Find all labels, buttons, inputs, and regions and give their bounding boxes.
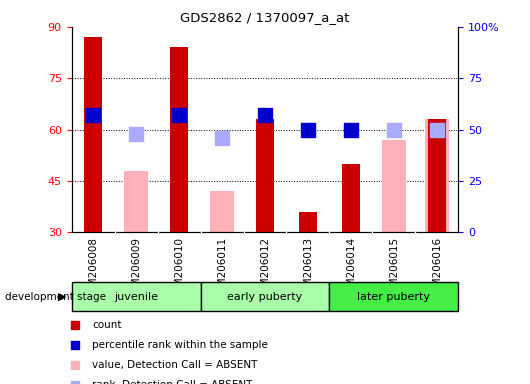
Point xyxy=(175,112,183,118)
Text: percentile rank within the sample: percentile rank within the sample xyxy=(92,340,268,350)
Text: development stage: development stage xyxy=(5,291,107,302)
Point xyxy=(261,112,269,118)
Bar xyxy=(342,164,359,232)
Text: GSM206012: GSM206012 xyxy=(260,237,270,300)
Text: value, Detection Call = ABSENT: value, Detection Call = ABSENT xyxy=(92,360,258,370)
Text: count: count xyxy=(92,320,121,330)
Text: GSM206013: GSM206013 xyxy=(303,237,313,300)
Bar xyxy=(330,282,458,311)
Text: rank, Detection Call = ABSENT: rank, Detection Call = ABSENT xyxy=(92,381,252,384)
Bar xyxy=(425,119,449,232)
Bar xyxy=(382,140,406,232)
Bar xyxy=(299,212,316,232)
Text: GSM206014: GSM206014 xyxy=(346,237,356,300)
Bar xyxy=(428,119,446,232)
Point xyxy=(390,127,398,133)
Point xyxy=(304,127,312,133)
Point xyxy=(347,127,355,133)
Point xyxy=(71,342,80,348)
Point xyxy=(89,112,98,118)
Text: ▶: ▶ xyxy=(58,291,66,302)
Bar xyxy=(210,191,234,232)
Bar xyxy=(171,47,188,232)
Point xyxy=(71,322,80,328)
Point xyxy=(432,127,441,133)
Text: GSM206015: GSM206015 xyxy=(389,237,399,300)
Text: GSM206008: GSM206008 xyxy=(88,237,98,300)
Point xyxy=(71,362,80,368)
Text: later puberty: later puberty xyxy=(357,291,430,302)
Text: GSM206009: GSM206009 xyxy=(131,237,141,300)
Title: GDS2862 / 1370097_a_at: GDS2862 / 1370097_a_at xyxy=(180,11,350,24)
Bar xyxy=(257,119,273,232)
Text: juvenile: juvenile xyxy=(114,291,158,302)
Text: GSM206011: GSM206011 xyxy=(217,237,227,300)
Point xyxy=(218,135,226,141)
Bar xyxy=(72,282,200,311)
Text: GSM206016: GSM206016 xyxy=(432,237,442,300)
Point xyxy=(71,382,80,384)
Bar xyxy=(200,282,330,311)
Point xyxy=(132,131,140,137)
Text: GSM206010: GSM206010 xyxy=(174,237,184,300)
Bar xyxy=(124,170,148,232)
Text: early puberty: early puberty xyxy=(227,291,303,302)
Bar xyxy=(84,37,102,232)
